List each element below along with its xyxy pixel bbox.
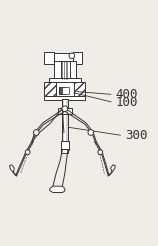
Polygon shape <box>50 186 65 193</box>
Circle shape <box>25 150 30 154</box>
Text: 300: 300 <box>125 129 147 142</box>
Bar <box>61 141 69 150</box>
Bar <box>56 82 74 96</box>
Bar <box>59 87 66 94</box>
Text: 400: 400 <box>115 88 138 101</box>
Text: 100: 100 <box>115 96 138 109</box>
Bar <box>62 99 68 142</box>
Bar <box>44 82 60 96</box>
Bar <box>61 62 70 79</box>
Bar <box>49 78 81 83</box>
Bar <box>61 149 68 153</box>
Polygon shape <box>9 165 17 176</box>
Circle shape <box>33 130 39 135</box>
Bar <box>44 96 85 100</box>
Polygon shape <box>108 165 115 176</box>
Bar <box>73 52 82 64</box>
Circle shape <box>69 53 75 59</box>
Bar <box>51 53 79 62</box>
Bar <box>44 52 54 64</box>
Circle shape <box>98 150 103 154</box>
Circle shape <box>62 106 68 112</box>
Bar <box>58 108 72 113</box>
Bar <box>62 87 69 94</box>
Circle shape <box>88 130 94 135</box>
Bar <box>70 82 85 96</box>
Bar <box>54 62 76 79</box>
